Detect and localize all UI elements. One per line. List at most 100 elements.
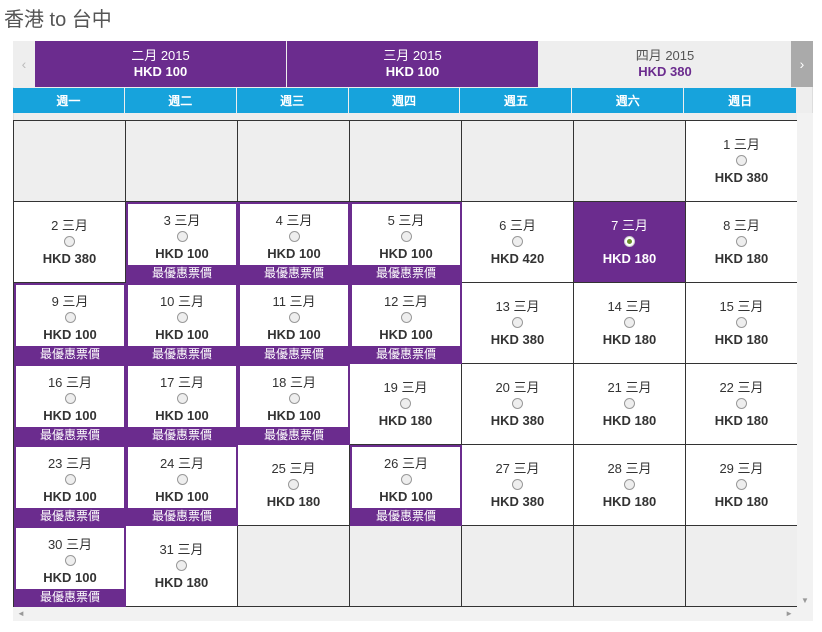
scroll-right-icon[interactable]: ► <box>785 609 793 618</box>
month-price: HKD 100 <box>385 64 440 79</box>
day-radio[interactable] <box>176 312 188 323</box>
day-cell[interactable]: 29 三月 HKD 180 <box>686 445 798 526</box>
day-radio[interactable] <box>64 474 76 485</box>
scroll-down-icon[interactable]: ▼ <box>801 596 809 605</box>
chevron-right-icon: › <box>799 56 805 72</box>
day-radio[interactable] <box>512 479 523 490</box>
day-cell[interactable]: 16 三月 HKD 100 最優惠票價 <box>14 364 126 445</box>
day-cell[interactable]: 15 三月 HKD 180 <box>686 283 798 364</box>
day-cell[interactable]: 8 三月 HKD 180 <box>686 202 798 283</box>
day-radio[interactable] <box>288 393 300 404</box>
day-label: 17 三月 <box>159 375 205 390</box>
day-radio[interactable] <box>512 398 523 409</box>
calendar-grid: 1 三月 HKD 380 2 三月 HKD 380 3 三月 HKD 100 最優惠票價 4 … <box>13 120 798 607</box>
day-radio[interactable] <box>512 236 523 247</box>
day-cell[interactable]: 23 三月 HKD 100 最優惠票價 <box>14 445 126 526</box>
scroll-left-icon[interactable]: ◄ <box>17 609 25 618</box>
day-radio[interactable] <box>400 231 412 242</box>
month-tab-mar[interactable]: 三月 2015 HKD 100 <box>287 41 538 87</box>
day-radio[interactable] <box>624 317 635 328</box>
day-radio[interactable] <box>64 312 76 323</box>
best-price-tag: 最優惠票價 <box>16 346 124 362</box>
day-radio[interactable] <box>512 317 523 328</box>
day-label: 5 三月 <box>387 213 425 228</box>
day-radio[interactable] <box>400 312 412 323</box>
day-cell[interactable]: 11 三月 HKD 100 最優惠票價 <box>238 283 350 364</box>
month-tab-feb[interactable]: 二月 2015 HKD 100 <box>35 41 286 87</box>
day-cell[interactable]: 22 三月 HKD 180 <box>686 364 798 445</box>
day-radio[interactable] <box>176 560 187 571</box>
next-month-button[interactable]: › <box>791 41 813 87</box>
day-radio[interactable] <box>288 231 300 242</box>
day-radio[interactable] <box>400 398 411 409</box>
empty-day-cell <box>462 526 574 607</box>
day-radio[interactable] <box>736 479 747 490</box>
day-price: HKD 180 <box>378 413 433 428</box>
day-radio[interactable] <box>176 393 188 404</box>
day-radio[interactable] <box>736 236 747 247</box>
day-radio[interactable] <box>624 479 635 490</box>
day-radio[interactable] <box>176 231 188 242</box>
day-cell[interactable]: 12 三月 HKD 100 最優惠票價 <box>350 283 462 364</box>
day-cell[interactable]: 21 三月 HKD 180 <box>574 364 686 445</box>
horizontal-scrollbar[interactable]: ◄ ► <box>13 607 813 621</box>
day-cell[interactable]: 28 三月 HKD 180 <box>574 445 686 526</box>
day-radio[interactable] <box>624 398 635 409</box>
day-cell[interactable]: 3 三月 HKD 100 最優惠票價 <box>126 202 238 283</box>
day-cell[interactable]: 26 三月 HKD 100 最優惠票價 <box>350 445 462 526</box>
day-cell[interactable]: 25 三月 HKD 180 <box>238 445 350 526</box>
day-cell[interactable]: 31 三月 HKD 180 <box>126 526 238 607</box>
day-radio[interactable] <box>176 474 188 485</box>
day-radio[interactable] <box>736 398 747 409</box>
day-cell[interactable]: 4 三月 HKD 100 最優惠票價 <box>238 202 350 283</box>
day-price: HKD 100 <box>43 408 97 423</box>
day-price: HKD 100 <box>43 489 97 504</box>
day-cell[interactable]: 24 三月 HKD 100 最優惠票價 <box>126 445 238 526</box>
best-price-tag: 最優惠票價 <box>128 508 236 524</box>
empty-day-cell <box>126 121 238 202</box>
best-price-tag: 最優惠票價 <box>240 265 348 281</box>
best-price-tag: 最優惠票價 <box>128 427 236 443</box>
day-radio[interactable] <box>288 312 300 323</box>
day-label: 15 三月 <box>719 299 764 314</box>
day-cell[interactable]: 5 三月 HKD 100 最優惠票價 <box>350 202 462 283</box>
day-price: HKD 100 <box>43 327 97 342</box>
best-price-tag: 最優惠票價 <box>128 265 236 281</box>
vertical-scrollbar[interactable]: ▼ <box>797 113 813 607</box>
day-cell[interactable]: 2 三月 HKD 380 <box>14 202 126 283</box>
best-price-tag: 最優惠票價 <box>128 346 236 362</box>
day-radio[interactable] <box>288 479 299 490</box>
day-cell[interactable]: 1 三月 HKD 380 <box>686 121 798 202</box>
day-radio[interactable] <box>64 236 75 247</box>
day-radio[interactable] <box>400 474 412 485</box>
day-price: HKD 180 <box>602 332 657 347</box>
day-price: HKD 100 <box>379 489 433 504</box>
empty-day-cell <box>14 121 126 202</box>
day-cell[interactable]: 20 三月 HKD 380 <box>462 364 574 445</box>
day-radio[interactable] <box>64 393 76 404</box>
day-cell[interactable]: 7 三月 HKD 180 <box>574 202 686 283</box>
day-label: 16 三月 <box>47 375 93 390</box>
day-cell[interactable]: 18 三月 HKD 100 最優惠票價 <box>238 364 350 445</box>
day-cell[interactable]: 10 三月 HKD 100 最優惠票價 <box>126 283 238 364</box>
prev-month-button[interactable]: ‹ <box>13 41 35 87</box>
day-cell[interactable]: 27 三月 HKD 380 <box>462 445 574 526</box>
empty-day-cell <box>686 526 798 607</box>
day-radio[interactable] <box>736 155 747 166</box>
day-radio[interactable] <box>64 555 76 566</box>
day-radio[interactable] <box>624 236 635 247</box>
day-price: HKD 100 <box>267 246 321 261</box>
day-cell[interactable]: 6 三月 HKD 420 <box>462 202 574 283</box>
weekday-sun: 週日 <box>684 88 797 113</box>
day-cell[interactable]: 19 三月 HKD 180 <box>350 364 462 445</box>
day-label: 21 三月 <box>607 380 652 395</box>
day-cell[interactable]: 17 三月 HKD 100 最優惠票價 <box>126 364 238 445</box>
month-price: HKD 380 <box>638 64 692 79</box>
day-radio[interactable] <box>736 317 747 328</box>
day-cell[interactable]: 30 三月 HKD 100 最優惠票價 <box>14 526 126 607</box>
day-cell[interactable]: 13 三月 HKD 380 <box>462 283 574 364</box>
day-cell[interactable]: 9 三月 HKD 100 最優惠票價 <box>14 283 126 364</box>
day-price: HKD 180 <box>714 251 769 266</box>
day-cell[interactable]: 14 三月 HKD 180 <box>574 283 686 364</box>
month-tab-apr[interactable]: 四月 2015 HKD 380 <box>539 41 791 87</box>
